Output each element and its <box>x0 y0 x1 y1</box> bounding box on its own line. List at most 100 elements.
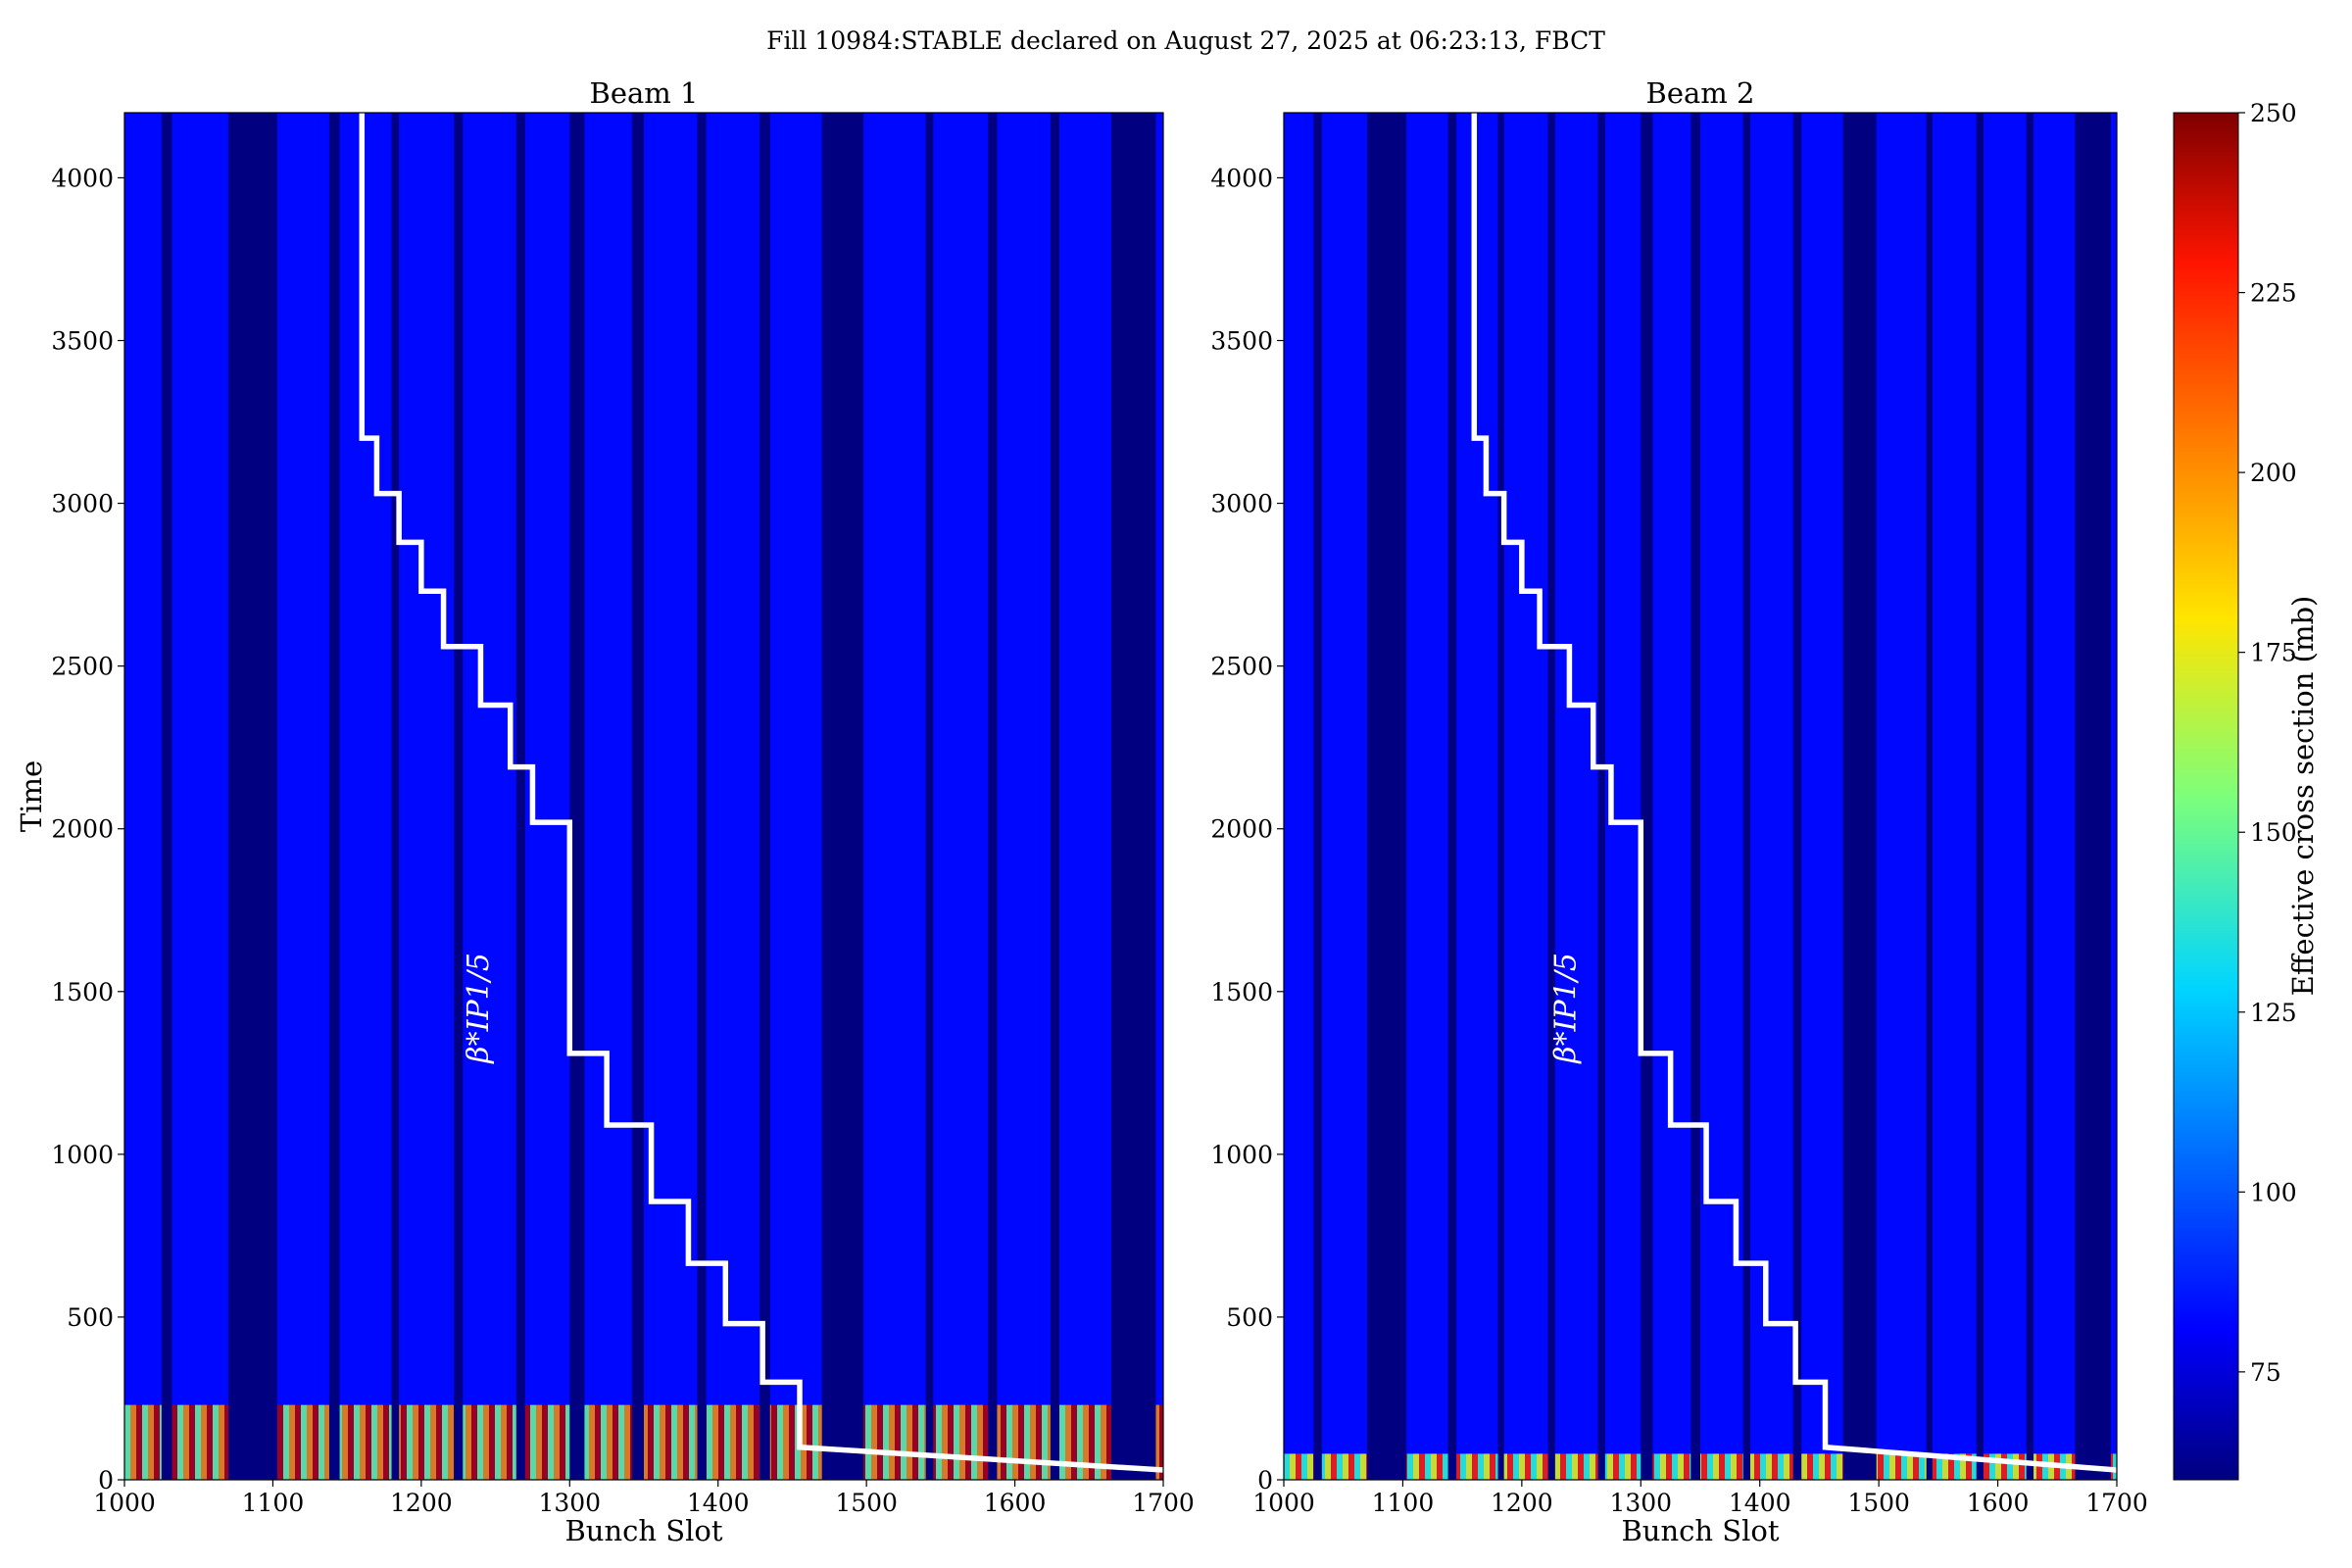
beam-2-empty-slot-gap <box>1313 113 1322 1480</box>
beam-2-hot-cell <box>1719 1453 1725 1480</box>
beam-2-hot-cell <box>1484 1453 1490 1480</box>
beam-2-hot-cell <box>1560 1453 1566 1480</box>
beam-2-empty-slot-gap <box>1597 113 1605 1480</box>
beam-2-hot-cell <box>1989 1453 1995 1480</box>
beam-1-hot-cell <box>1095 1404 1101 1480</box>
beam-2-hot-cell <box>1713 1453 1719 1480</box>
beam-2-hot-cell <box>1590 1453 1595 1480</box>
beam-2-hot-cell <box>1748 1453 1754 1480</box>
beam-2-hot-cell <box>1531 1453 1537 1480</box>
beam-1-hot-cell <box>142 1404 148 1480</box>
beam-2-hot-cell <box>1948 1453 1954 1480</box>
beam-2-hot-cell <box>1766 1453 1772 1480</box>
beam-2-hot-cell <box>1942 1453 1948 1480</box>
beam-1-hot-cell <box>318 1404 324 1480</box>
beam-2-hot-cell <box>1466 1453 1472 1480</box>
beam-1-empty-slot-gap <box>569 113 585 1480</box>
beam-2-hot-cell <box>1913 1453 1919 1480</box>
beam-2-hot-cell <box>1625 1453 1631 1480</box>
beam-2-empty-slot-gap <box>1976 113 1984 1480</box>
beam-2-hot-cell <box>1543 1453 1548 1480</box>
beam-2-plot-area <box>1284 113 2117 1480</box>
beam-2-hot-cell <box>1554 1453 1560 1480</box>
beam-1-hot-cell <box>660 1404 665 1480</box>
beam-1-hot-cell <box>201 1404 207 1480</box>
beam-1-hot-cell <box>1089 1404 1095 1480</box>
beam-1-hot-cell <box>718 1404 724 1480</box>
beam-2-hot-cell <box>1878 1453 1884 1480</box>
colorbar-gradient <box>2173 112 2239 1481</box>
beam-1-beta-star-line <box>359 113 1163 1473</box>
beam-1-y-tick-label: 3000 <box>51 490 114 518</box>
beam-2-hot-cell <box>1784 1453 1789 1480</box>
beam-1-hot-cell <box>995 1404 1001 1480</box>
beam-2-hot-cell <box>1666 1453 1672 1480</box>
beam-1-hot-cell <box>477 1404 483 1480</box>
beam-2-hot-cell <box>1478 1453 1484 1480</box>
beam-1-empty-slot-gap <box>697 113 707 1480</box>
beam-2-hot-cell <box>1331 1453 1337 1480</box>
beam-1-hot-cell <box>471 1404 477 1480</box>
beam-2-hot-cell <box>1572 1453 1578 1480</box>
beam-2-hot-cell <box>1825 1453 1831 1480</box>
beam-1-axes-frame <box>123 112 1164 1481</box>
beam-1-hot-cell <box>818 1404 824 1480</box>
beam-1-empty-slot-gap <box>391 113 400 1480</box>
beam-1-x-tick-label: 1300 <box>538 1489 601 1517</box>
beam-1-y-tick-label: 2500 <box>51 653 114 681</box>
beam-2-hot-cell <box>1501 1453 1507 1480</box>
beam-1-hot-cell <box>906 1404 912 1480</box>
beam-1-hot-cell <box>948 1404 954 1480</box>
beam-1-y-tick-label: 4000 <box>51 164 114 192</box>
beam-2-hot-cell <box>1819 1453 1825 1480</box>
beam-2-x-tick-label: 1400 <box>1729 1489 1791 1517</box>
beam-2-hot-cell <box>1343 1453 1348 1480</box>
beam-2-y-tick-label: 2000 <box>1210 815 1273 844</box>
beam-1-hot-cell <box>524 1404 530 1480</box>
colorbar-tick-label: 225 <box>2250 279 2297 308</box>
beam-1-hot-cell <box>689 1404 695 1480</box>
beam-2-hot-cell <box>1972 1453 1978 1480</box>
colorbar-tick-label: 175 <box>2250 639 2297 667</box>
beam-1-heatmap-panel: β*IP1/5 Beam 1 1000 1100 1200 1300 1400 1500 160… <box>15 76 1195 1547</box>
beam-1-hot-cell <box>671 1404 677 1480</box>
beam-1-hot-cell <box>724 1404 730 1480</box>
beam-1-hot-cell <box>565 1404 571 1480</box>
beam-1-hot-cell <box>207 1404 213 1480</box>
beam-2-hot-cell <box>1919 1453 1925 1480</box>
beam-1-hot-cell <box>912 1404 918 1480</box>
beam-1-hot-cell <box>295 1404 301 1480</box>
beam-1-hot-cell <box>448 1404 454 1480</box>
beam-1-hot-cell <box>124 1404 130 1480</box>
beam-1-empty-slot-gap <box>161 113 172 1480</box>
beam-1-hot-cell <box>301 1404 307 1480</box>
beam-1-empty-slot-gap <box>228 113 277 1480</box>
beam-2-hot-cell <box>1578 1453 1584 1480</box>
beam-2-empty-slot-gap <box>1742 113 1750 1480</box>
beam-1-empty-slot-gap <box>631 113 644 1480</box>
beam-1-hot-cell <box>366 1404 371 1480</box>
beam-1-hot-cell <box>983 1404 989 1480</box>
beam-2-x-axis-label: Bunch Slot <box>1621 1514 1779 1547</box>
beam-1-empty-slot-gap <box>925 113 934 1480</box>
beam-1-hot-cell <box>754 1404 760 1480</box>
beam-1-hot-cell <box>683 1404 689 1480</box>
beam-2-hot-cell <box>1654 1453 1660 1480</box>
beam-2-y-tick-label: 2500 <box>1210 653 1273 681</box>
colorbar-tick-label: 250 <box>2250 99 2297 127</box>
beam-2-hot-cell <box>1296 1453 1301 1480</box>
beam-2-hot-cell <box>1284 1453 1290 1480</box>
beam-2-hot-cell <box>1413 1453 1419 1480</box>
beam-1-hot-cell <box>413 1404 418 1480</box>
beam-1-hot-cell <box>172 1404 177 1480</box>
beam-2-hot-cell <box>1460 1453 1466 1480</box>
beam-2-hot-cell <box>1672 1453 1678 1480</box>
beam-1-hot-cell <box>1036 1404 1042 1480</box>
beam-1-empty-slot-gap <box>328 113 340 1480</box>
beam-2-hot-cell <box>1936 1453 1942 1480</box>
beam-1-hot-cell <box>812 1404 818 1480</box>
beam-2-hot-cell <box>1637 1453 1642 1480</box>
beam-1-empty-slot-gap <box>988 113 998 1480</box>
beam-2-y-tick-label: 500 <box>1226 1303 1273 1332</box>
beam-1-hot-cell <box>342 1404 348 1480</box>
